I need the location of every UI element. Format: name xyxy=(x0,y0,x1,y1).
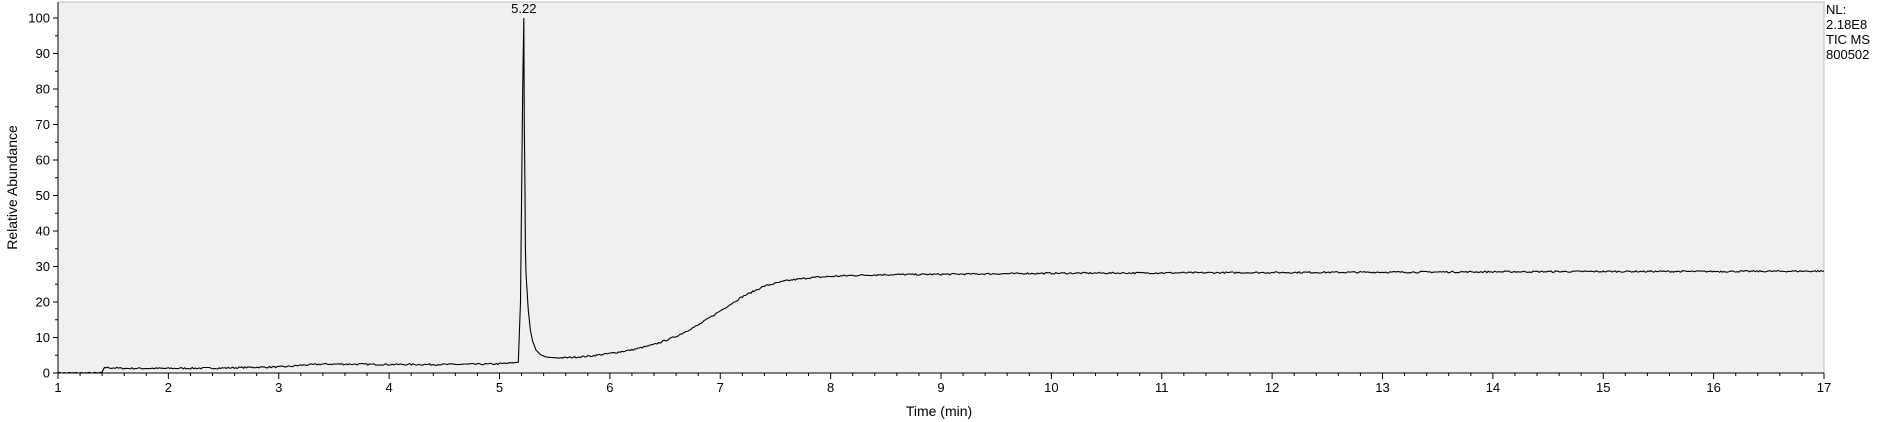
y-axis-title: Relative Abundance xyxy=(4,125,20,250)
x-tick-label: 2 xyxy=(165,380,172,395)
x-tick-label: 6 xyxy=(606,380,613,395)
x-tick-label: 5 xyxy=(496,380,503,395)
tic-trace xyxy=(57,17,1825,374)
y-ticks: 0 10 20 30 40 50 60 70 80 90 100 xyxy=(28,11,58,381)
trace-group xyxy=(57,17,1825,374)
y-tick-label: 40 xyxy=(36,224,50,239)
plot-background xyxy=(57,1,1825,374)
x-tick-label: 17 xyxy=(1817,380,1831,395)
x-tick-label: 9 xyxy=(937,380,944,395)
x-tick-label: 14 xyxy=(1486,380,1500,395)
y-tick-label: 100 xyxy=(28,11,50,26)
file-name: 800502 xyxy=(1826,47,1870,62)
peak-label: 5.22 xyxy=(511,1,536,16)
y-tick-label: 80 xyxy=(36,82,50,97)
y-tick-label: 30 xyxy=(36,259,50,274)
x-ticks: 1 2 3 4 5 6 7 8 9 10 11 12 13 14 15 16 17 xyxy=(54,373,1831,395)
scan-filter: TIC MS xyxy=(1826,32,1871,47)
y-tick-label: 50 xyxy=(36,188,50,203)
x-tick-label: 3 xyxy=(275,380,282,395)
y-tick-label: 90 xyxy=(36,46,50,61)
x-axis-title: Time (min) xyxy=(906,403,972,419)
scan-info: NL: 2.18E8 TIC MS 800502 xyxy=(1826,2,1870,62)
x-tick-label: 16 xyxy=(1706,380,1720,395)
x-tick-label: 12 xyxy=(1265,380,1279,395)
y-tick-label: 70 xyxy=(36,117,50,132)
x-tick-label: 4 xyxy=(386,380,393,395)
x-tick-label: 10 xyxy=(1044,380,1058,395)
x-tick-label: 15 xyxy=(1596,380,1610,395)
y-tick-label: 20 xyxy=(36,295,50,310)
nl-value: 2.18E8 xyxy=(1826,17,1868,32)
x-tick-label: 1 xyxy=(54,380,61,395)
peak-annotations: 5.22 xyxy=(511,1,536,16)
y-tick-label: 60 xyxy=(36,153,50,168)
x-tick-label: 7 xyxy=(717,380,724,395)
y-tick-label: 10 xyxy=(36,330,50,345)
x-tick-label: 11 xyxy=(1155,380,1169,395)
y-tick-label: 0 xyxy=(43,366,50,381)
nl-label: NL: xyxy=(1826,2,1847,17)
x-tick-label: 13 xyxy=(1375,380,1389,395)
x-tick-label: 8 xyxy=(827,380,834,395)
